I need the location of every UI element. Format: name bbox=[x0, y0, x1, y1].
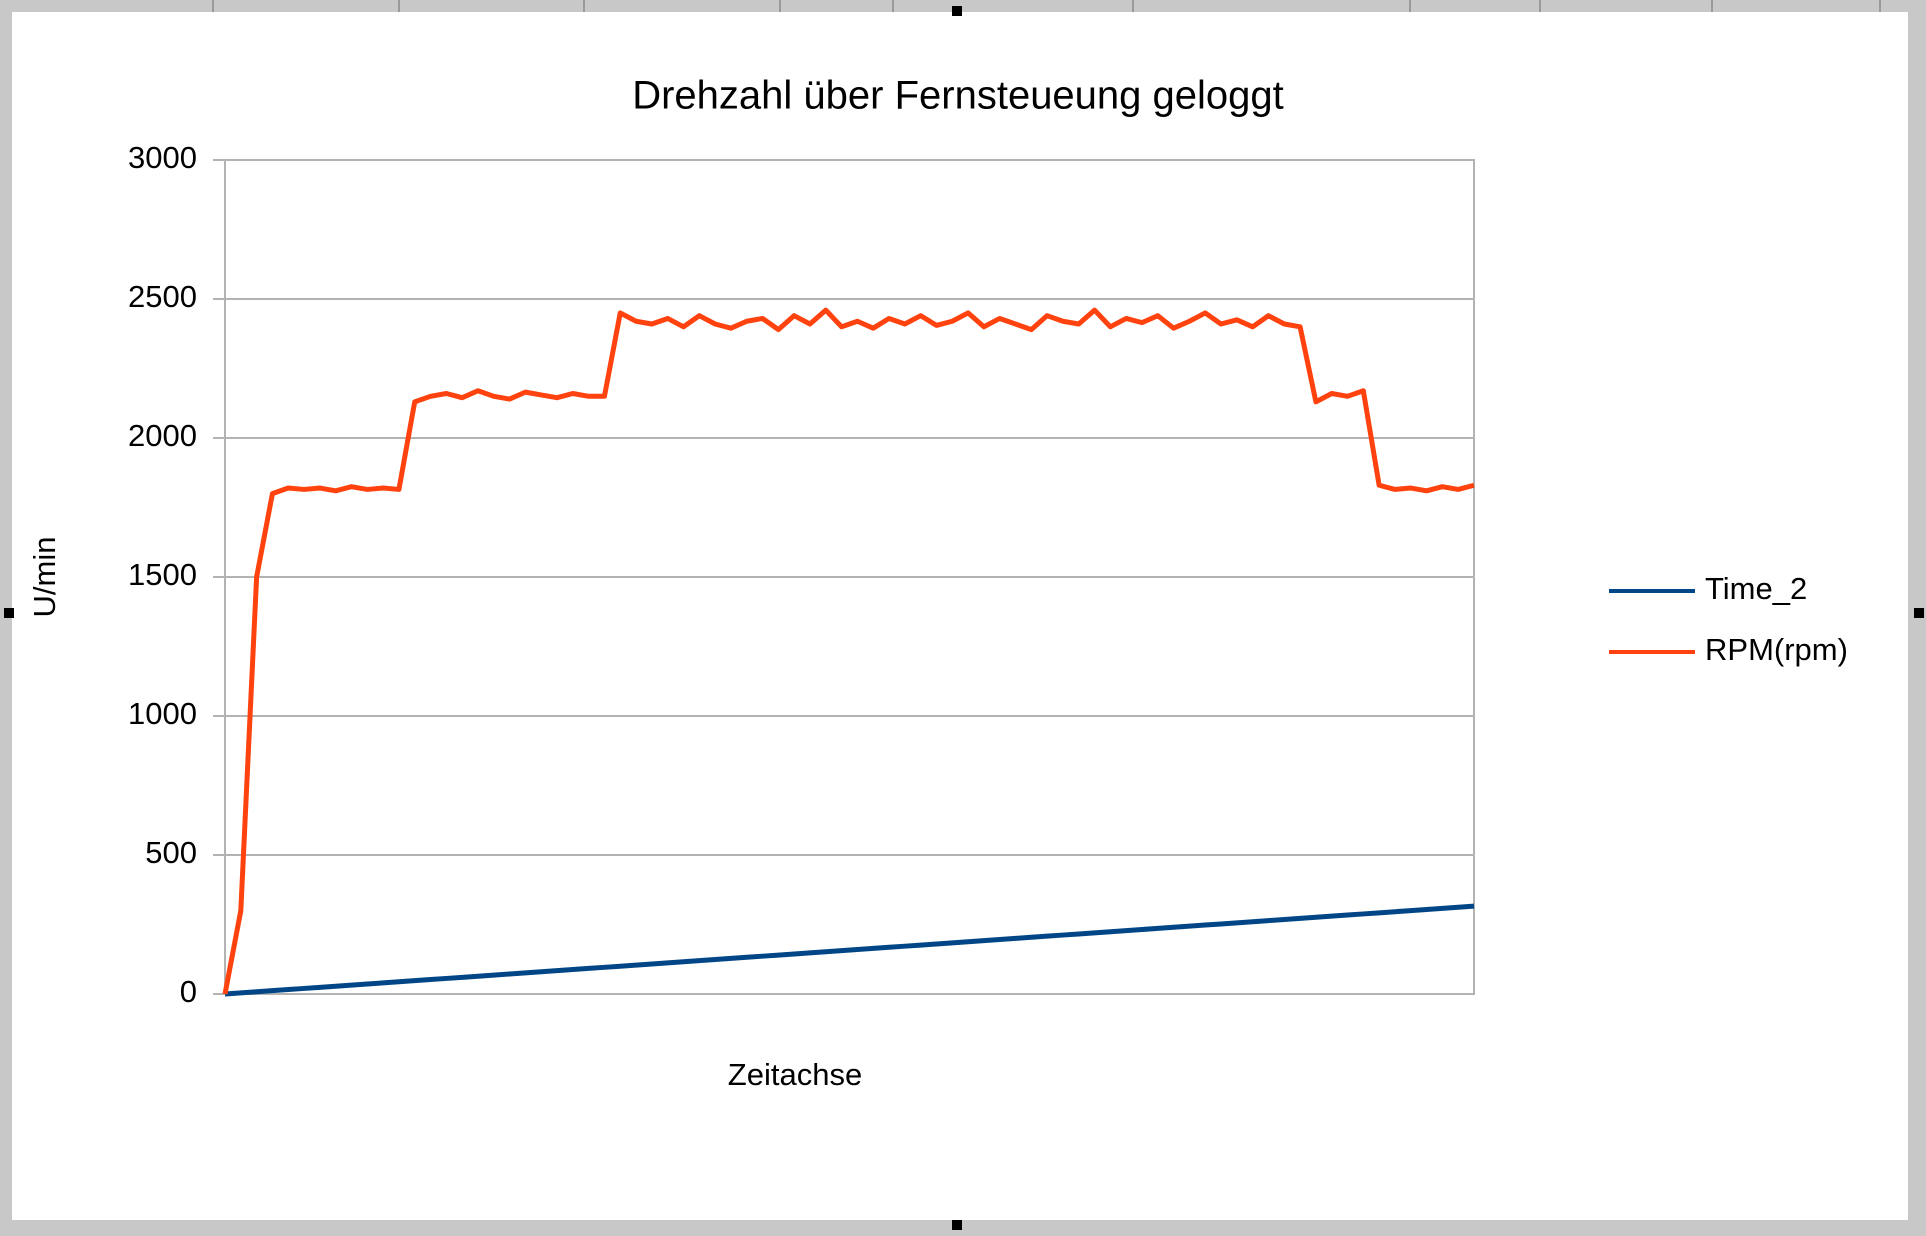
y-tick-label: 1500 bbox=[128, 557, 197, 592]
chart-area bbox=[12, 12, 1908, 1220]
legend-label: Time_2 bbox=[1705, 571, 1807, 606]
y-tick-label: 1000 bbox=[128, 696, 197, 731]
y-tick-label: 500 bbox=[145, 835, 197, 870]
y-tick-label: 2500 bbox=[128, 279, 197, 314]
series-line bbox=[224, 903, 1475, 997]
x-axis-label: Zeitachse bbox=[728, 1057, 862, 1092]
selection-handles bbox=[4, 6, 1924, 1230]
chart-title: Drehzahl über Fernsteueung geloggt bbox=[632, 74, 1284, 118]
plot-border bbox=[224, 159, 1475, 995]
series-line bbox=[222, 307, 1475, 995]
y-axis-label: U/min bbox=[27, 537, 62, 618]
legend-label: RPM(rpm) bbox=[1705, 632, 1848, 667]
y-tick-label: 0 bbox=[180, 974, 197, 1009]
column-separators bbox=[212, 0, 1881, 12]
y-tick-label: 3000 bbox=[128, 140, 197, 175]
y-tick-label: 2000 bbox=[128, 418, 197, 453]
